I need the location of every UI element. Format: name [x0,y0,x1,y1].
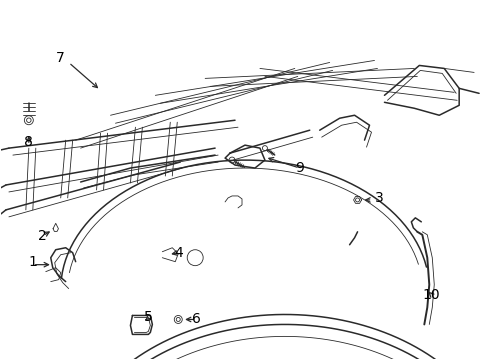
Text: 8: 8 [24,135,33,149]
Text: 1: 1 [28,255,37,269]
Text: 2: 2 [39,229,47,243]
Text: 4: 4 [174,246,182,260]
Text: 9: 9 [295,161,304,175]
Text: 3: 3 [374,191,383,205]
Text: 6: 6 [191,312,200,327]
Text: 10: 10 [422,288,439,302]
Text: 7: 7 [56,51,65,66]
Text: 5: 5 [143,310,152,324]
